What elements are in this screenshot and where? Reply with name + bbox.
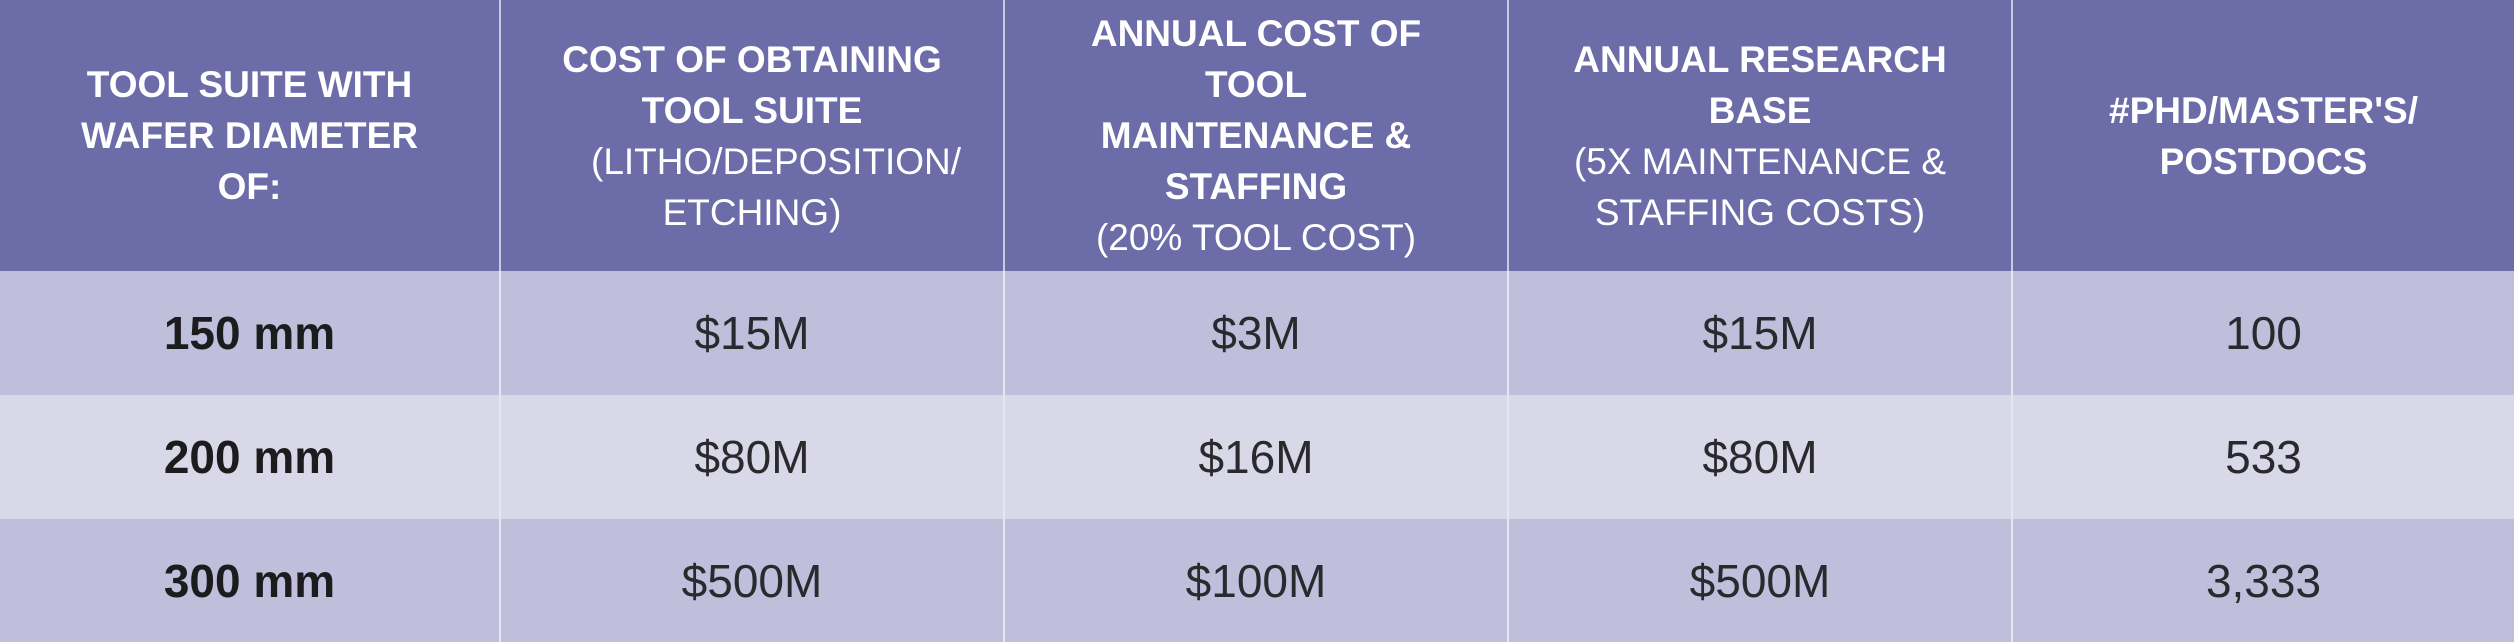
wafer-diameter-cell: 200 mm: [0, 395, 501, 519]
header-row: TOOL SUITE WITH WAFER DIAMETER OF: COST …: [0, 0, 2514, 271]
header-annual-research-note: (5X MAINTENANCE & STAFFING COSTS): [1573, 140, 1947, 233]
annual-maintenance-cell: $16M: [1004, 395, 1509, 519]
annual-maintenance-cell: $100M: [1004, 519, 1509, 642]
header-cost-obtaining: COST OF OBTAINING TOOL SUITE (LITHO/DEPO…: [500, 0, 1005, 271]
table-row: 300 mm $500M $100M $500M 3,333: [0, 519, 2514, 642]
annual-research-cell: $15M: [1508, 271, 2013, 395]
header-annual-research-title: ANNUAL RESEARCH BASE: [1573, 38, 1947, 131]
header-annual-maintenance-title: ANNUAL COST OF TOOL MAINTENANCE & STAFFI…: [1090, 13, 1422, 207]
annual-maintenance-cell: $3M: [1004, 271, 1509, 395]
cost-obtaining-cell: $500M: [500, 519, 1005, 642]
wafer-diameter-cell: 150 mm: [0, 271, 501, 395]
header-wafer-diameter: TOOL SUITE WITH WAFER DIAMETER OF:: [0, 0, 501, 271]
people-count-cell: 100: [2012, 271, 2514, 395]
people-count-cell: 533: [2012, 395, 2514, 519]
cost-obtaining-cell: $15M: [500, 271, 1005, 395]
wafer-diameter-cell: 300 mm: [0, 519, 501, 642]
table-body: 150 mm $15M $3M $15M 100 200 mm $80M $16…: [0, 271, 2514, 642]
header-annual-research: ANNUAL RESEARCH BASE (5X MAINTENANCE & S…: [1508, 0, 2013, 271]
annual-research-cell: $80M: [1508, 395, 2013, 519]
header-wafer-diameter-title: TOOL SUITE WITH WAFER DIAMETER OF:: [80, 64, 419, 207]
header-cost-obtaining-note: (LITHO/DEPOSITION/ ETCHING): [591, 140, 962, 233]
header-annual-maintenance-note: (20% TOOL COST): [1095, 217, 1417, 258]
header-people-count-title: #PHD/MASTER'S/ POSTDOCS: [2109, 89, 2418, 182]
people-count-cell: 3,333: [2012, 519, 2514, 642]
header-annual-maintenance: ANNUAL COST OF TOOL MAINTENANCE & STAFFI…: [1004, 0, 1509, 271]
header-cost-obtaining-title: COST OF OBTAINING TOOL SUITE: [562, 38, 942, 131]
header-people-count: #PHD/MASTER'S/ POSTDOCS: [2012, 0, 2514, 271]
table-row: 150 mm $15M $3M $15M 100: [0, 271, 2514, 395]
table-row: 200 mm $80M $16M $80M 533: [0, 395, 2514, 519]
cost-obtaining-cell: $80M: [500, 395, 1005, 519]
table-header: TOOL SUITE WITH WAFER DIAMETER OF: COST …: [0, 0, 2514, 271]
annual-research-cell: $500M: [1508, 519, 2013, 642]
